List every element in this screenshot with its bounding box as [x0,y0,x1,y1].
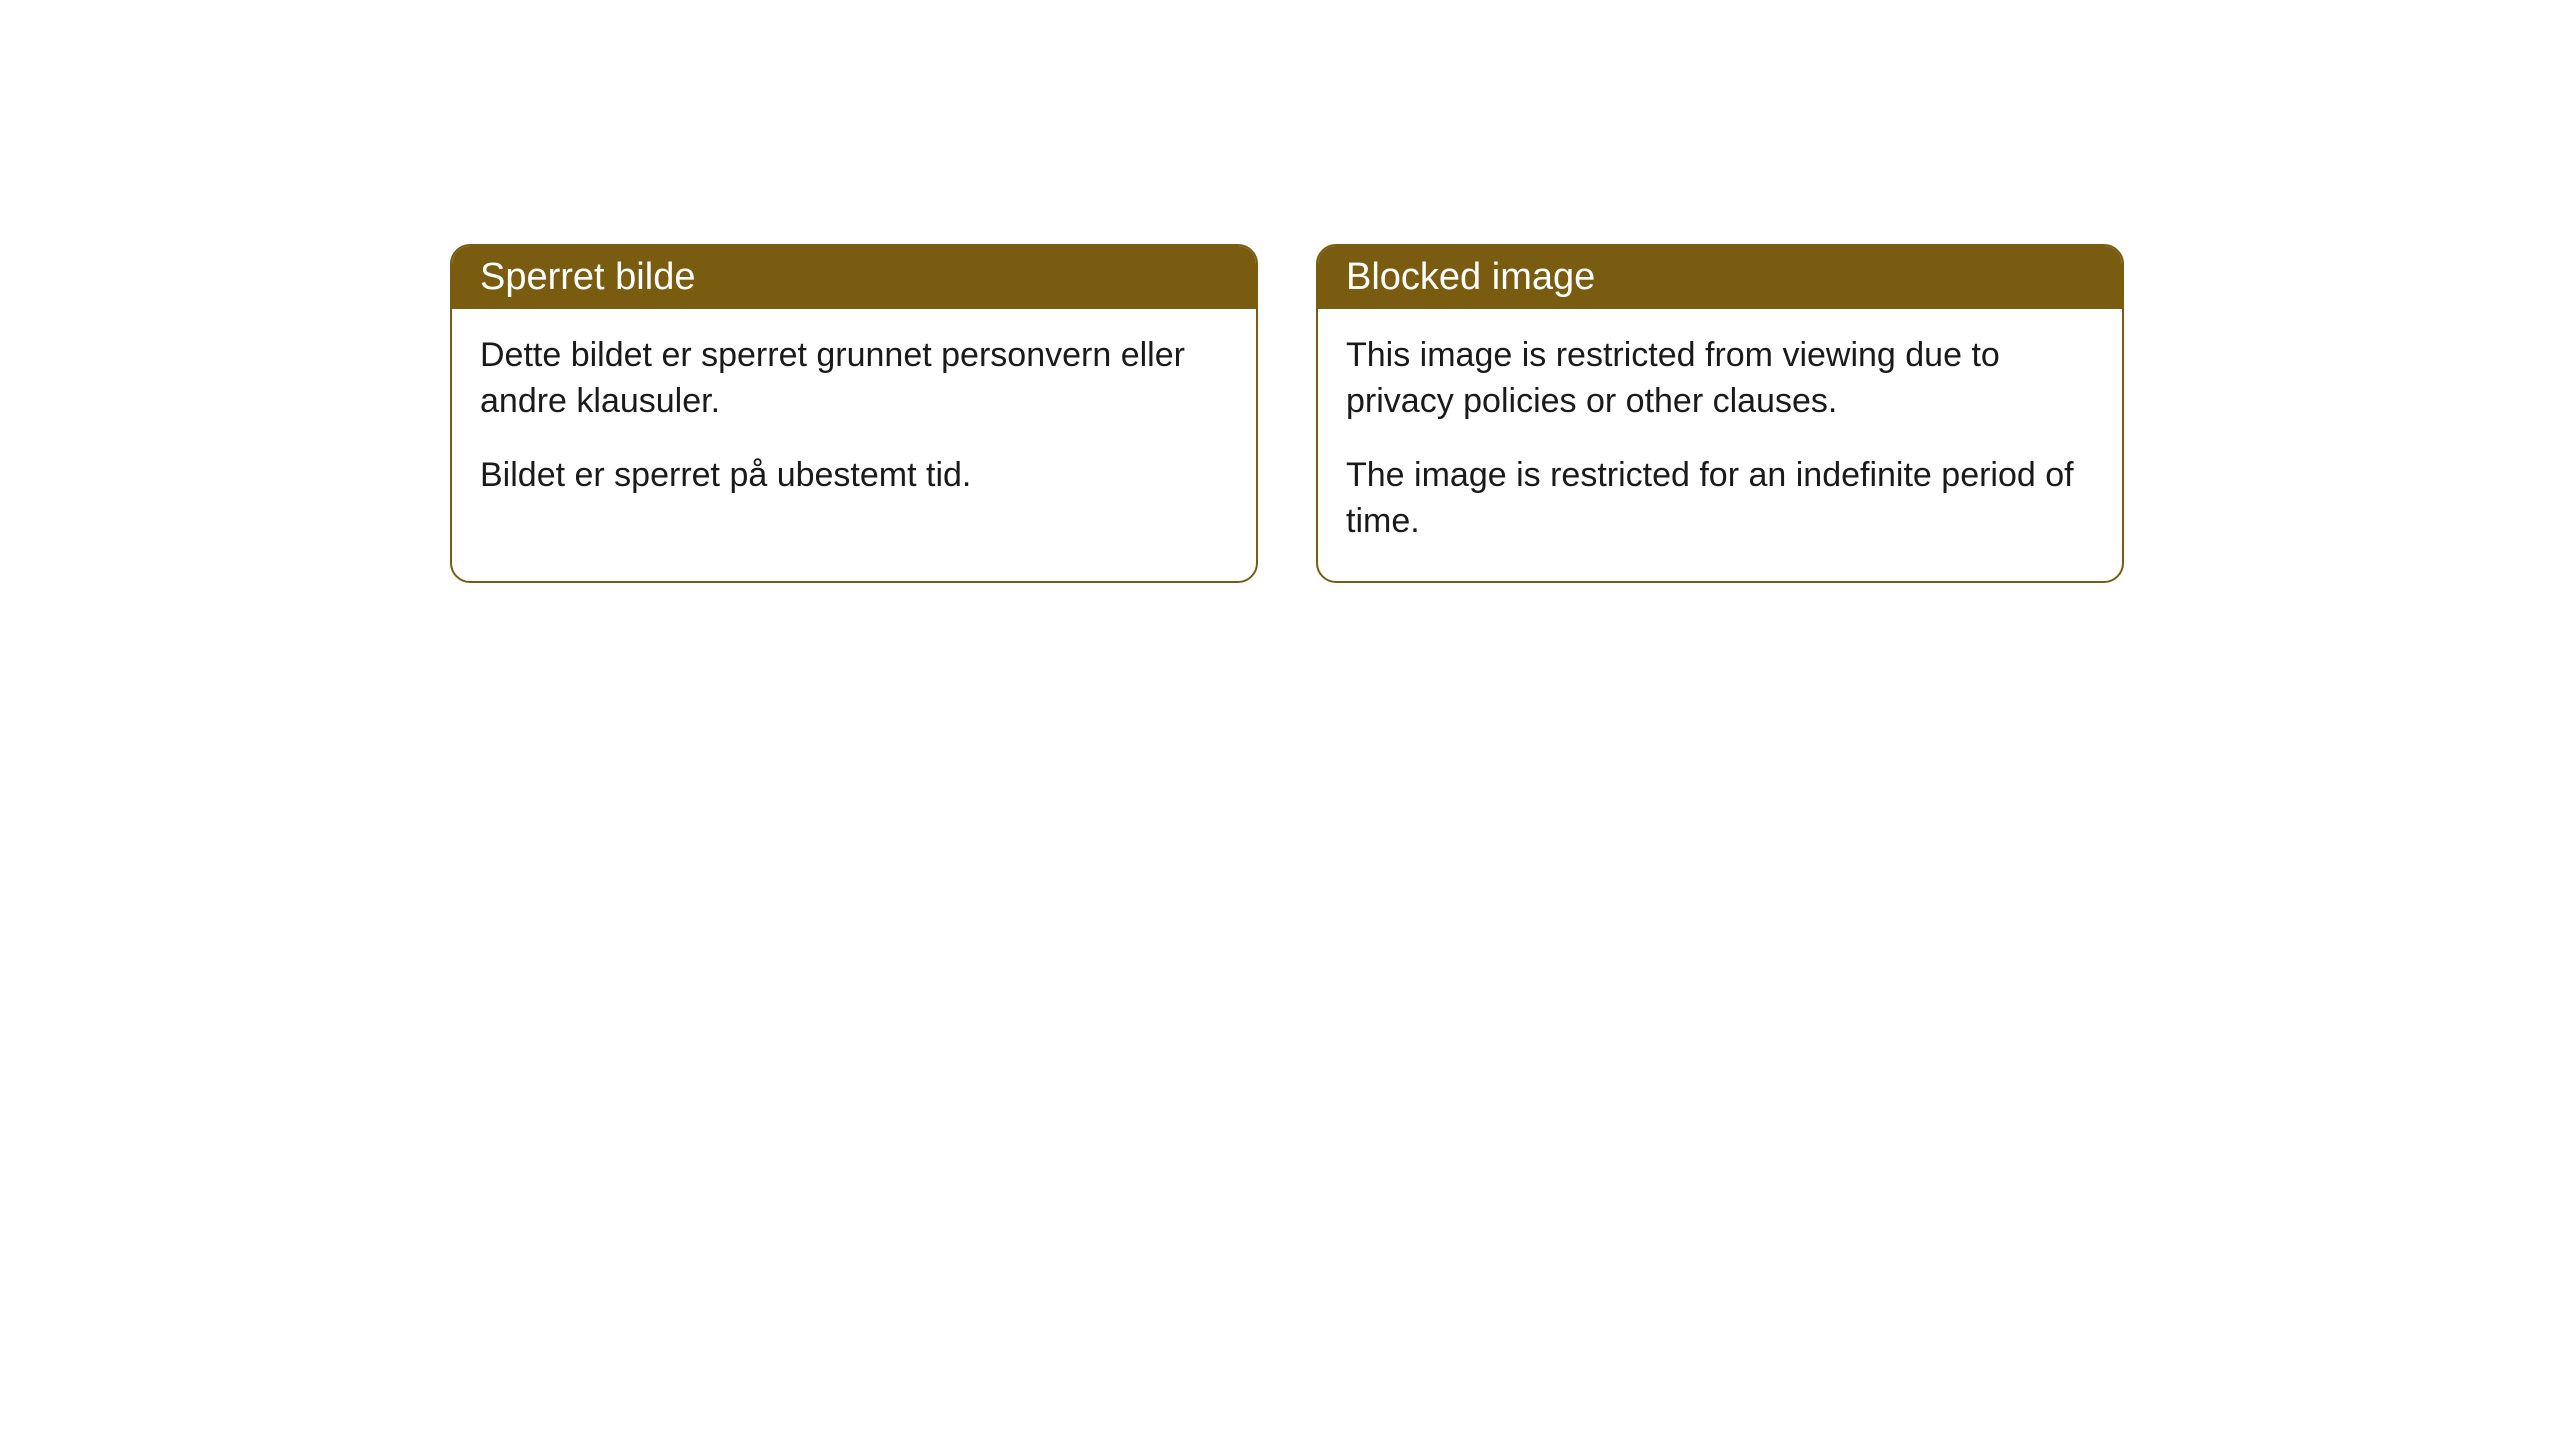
blocked-image-card-norwegian: Sperret bilde Dette bildet er sperret gr… [450,244,1258,583]
card-body-english: This image is restricted from viewing du… [1318,309,2122,581]
card-paragraph: Bildet er sperret på ubestemt tid. [480,453,1228,499]
card-paragraph: This image is restricted from viewing du… [1346,333,2094,425]
card-paragraph: The image is restricted for an indefinit… [1346,453,2094,545]
card-paragraph: Dette bildet er sperret grunnet personve… [480,333,1228,425]
card-title-english: Blocked image [1318,246,2122,309]
blocked-image-card-english: Blocked image This image is restricted f… [1316,244,2124,583]
notice-cards-container: Sperret bilde Dette bildet er sperret gr… [450,244,2124,583]
card-body-norwegian: Dette bildet er sperret grunnet personve… [452,309,1256,535]
card-title-norwegian: Sperret bilde [452,246,1256,309]
